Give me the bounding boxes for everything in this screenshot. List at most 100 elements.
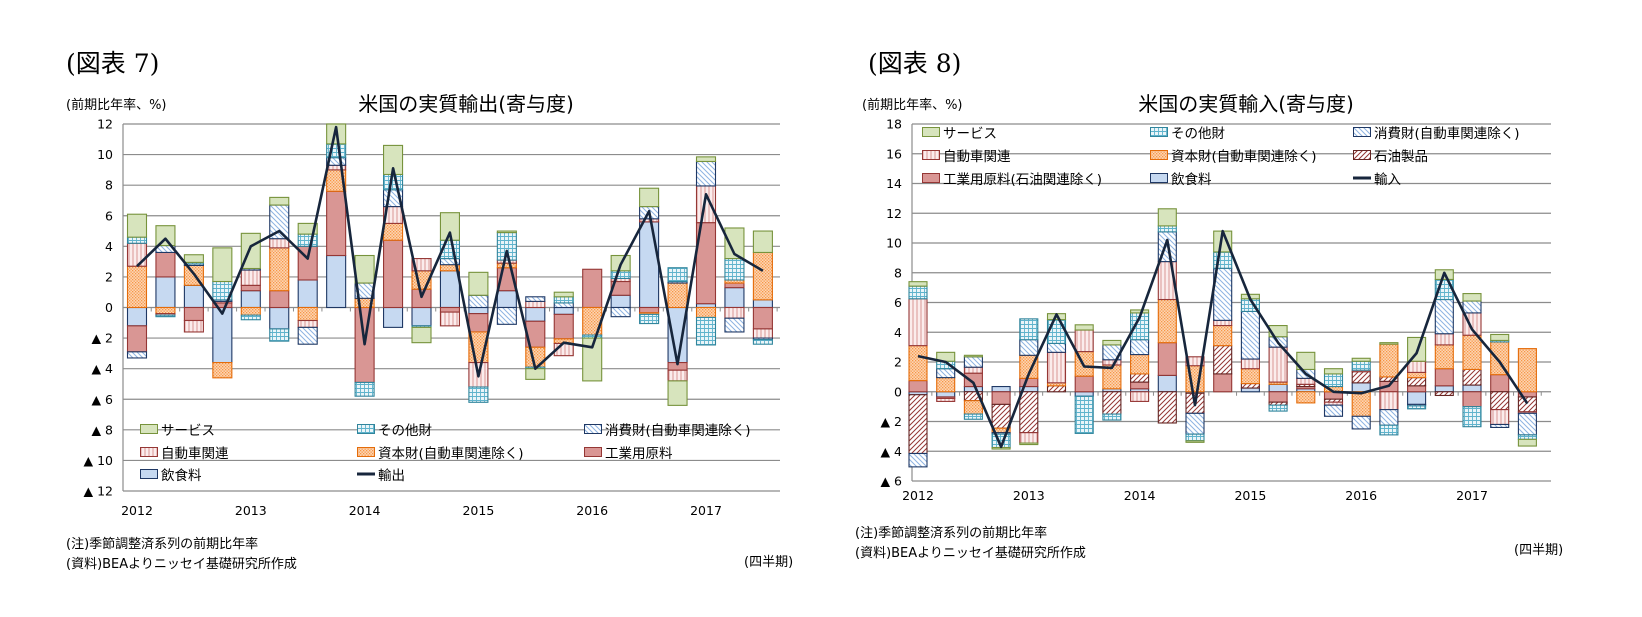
legend-swatch-service [140, 424, 158, 434]
bar-segment-pink-2015Q2 [1268, 346, 1288, 383]
legend-swatch-cons [584, 424, 602, 434]
y-tick-label: 4 [894, 325, 902, 340]
bar-segment-orange-2012Q1 [908, 345, 928, 382]
bar-segment-pink-2012Q3 [963, 366, 983, 374]
bar-segment-service-2014Q3 [411, 326, 432, 344]
legend-swatch-red [922, 173, 940, 183]
legend-label: その他財 [378, 423, 432, 439]
bar-segment-red-2016Q3 [1407, 385, 1427, 393]
line-series-輸入 [917, 229, 1529, 449]
bar-segment-pink-2016Q4 [1434, 333, 1454, 346]
bar-segment-oil-2013Q1 [1019, 391, 1039, 434]
bar-segment-service-2014Q2 [1157, 208, 1177, 227]
bar-segment-cons-2014Q3 [1185, 412, 1205, 435]
bar-segment-orange-2014Q4 [1213, 325, 1233, 347]
legend-swatch-oil [1353, 150, 1371, 160]
bar-segment-cons-2012Q3 [963, 356, 983, 368]
bar-segment-cons-2017Q2 [1490, 423, 1510, 429]
x-tick-label: 2016 [576, 503, 608, 518]
bar-segment-orange-2016Q2 [1379, 343, 1399, 378]
bar-segment-other-2013Q2 [269, 328, 290, 342]
legend-swatch-pink [922, 150, 940, 160]
bar-segment-red-2013Q1 [1019, 377, 1039, 388]
legend-item: 石油製品 [1353, 145, 1428, 165]
bar-segment-service-2015Q3 [1296, 351, 1316, 370]
figure-8-label: (図表 8) [868, 49, 962, 78]
y-tick-label: 12 [886, 206, 902, 221]
bar-segment-service-2012Q4 [212, 247, 233, 283]
bar-segment-service-2015Q4 [553, 291, 574, 298]
y-tick-label: ▲ 4 [880, 444, 902, 459]
figure-7-title: 米国の実質輸出(寄与度) [358, 92, 574, 116]
bar-segment-oil-2013Q4 [1102, 391, 1122, 415]
legend-item: 自動車関連 [922, 145, 1011, 165]
bar-segment-other-2013Q3 [1074, 395, 1094, 434]
legend-label: 工業用原料 [605, 446, 673, 462]
bar-segment-service-2013Q1 [1019, 442, 1039, 446]
bar-segment-pink-2015Q1 [1240, 358, 1260, 370]
bar-segment-oil-2017Q2 [1490, 391, 1510, 411]
bar-segment-service-2012Q1 [126, 213, 148, 238]
legend-item: 工業用原料 [584, 442, 673, 462]
y-tick-label: ▲ 8 [91, 422, 113, 437]
figure-8-unit-label: (前期比年率、%) [862, 98, 963, 113]
legend-label: サービス [161, 423, 215, 439]
bar-segment-service-2017Q2 [724, 227, 745, 260]
bar-segment-cons-2012Q2 [936, 368, 956, 379]
x-tick-label: 2015 [462, 503, 494, 518]
legend-item: 輸入 [1353, 168, 1401, 188]
bar-segment-pink-2012Q3 [183, 319, 204, 333]
y-tick-label: 14 [886, 176, 902, 191]
bar-segment-red-2013Q3 [1074, 375, 1094, 393]
bar-segment-red-2012Q1 [908, 380, 928, 393]
bar-segment-pink-2014Q3 [411, 258, 432, 272]
bar-segment-cons-2016Q2 [610, 306, 631, 318]
legend-item: その他財 [1150, 122, 1225, 142]
bar-segment-service-2014Q4 [439, 212, 461, 241]
bar-segment-red-2015Q2 [1268, 391, 1288, 403]
bar-segment-service-2012Q3 [183, 254, 204, 263]
legend-item: サービス [922, 122, 997, 142]
bar-segment-orange-2012Q2 [936, 377, 956, 393]
bar-segment-oil-2016Q1 [1351, 371, 1371, 384]
bar-segment-service-2017Q2 [1490, 333, 1510, 341]
bar-segment-orange-2016Q1 [1351, 391, 1371, 417]
legend-label: 輸入 [1374, 172, 1401, 188]
bar-segment-other-2017Q3 [1517, 434, 1537, 440]
y-tick-label: 2 [105, 269, 113, 284]
bar-segment-other-2016Q3 [1407, 405, 1427, 410]
bar-segment-other-2016Q4 [667, 267, 688, 283]
bar-segment-pink-2012Q1 [908, 298, 928, 347]
bar-segment-service-2016Q1 [1351, 357, 1371, 362]
bar-segment-cons-2012Q1 [908, 452, 928, 468]
legend-line-swatch [1353, 176, 1371, 180]
bar-segment-service-2013Q3 [297, 222, 318, 235]
legend-label: 自動車関連 [943, 149, 1011, 165]
bar-segment-orange-2014Q1 [1130, 354, 1150, 375]
y-tick-label: 18 [886, 117, 902, 132]
legend-label: 資本財(自動車関連除く) [1171, 149, 1317, 165]
bar-segment-cons-2014Q1 [1130, 339, 1150, 356]
bar-segment-service-2017Q1 [695, 156, 717, 163]
bar-segment-pink-2012Q2 [936, 397, 956, 402]
bar-segment-red-2017Q2 [1490, 374, 1510, 393]
legend-swatch-red [584, 447, 602, 457]
bar-segment-orange-2016Q3 [1407, 371, 1427, 379]
bar-segment-other-2012Q1 [908, 285, 928, 300]
bar-segment-service-2015Q2 [496, 230, 517, 234]
legend-swatch-other [1150, 127, 1168, 137]
bar-segment-cons-2015Q4 [1323, 404, 1344, 417]
bar-segment-cons-2015Q1 [1240, 310, 1260, 360]
bar-segment-orange-2012Q3 [963, 400, 983, 415]
bar-segment-pink-2014Q4 [1213, 319, 1233, 327]
bar-segment-other-2013Q2 [1046, 319, 1067, 344]
bar-segment-service-2013Q2 [269, 196, 290, 206]
legend-item: 消費財(自動車関連除く) [1353, 122, 1520, 142]
bar-segment-service-2016Q1 [582, 337, 603, 382]
y-tick-label: ▲ 6 [91, 392, 113, 407]
legend-swatch-blue [1150, 173, 1168, 183]
bar-segment-service-2012Q3 [963, 354, 983, 358]
y-tick-label: 0 [105, 300, 113, 315]
bar-segment-other-2012Q3 [963, 413, 983, 420]
x-tick-label: 2013 [235, 503, 267, 518]
